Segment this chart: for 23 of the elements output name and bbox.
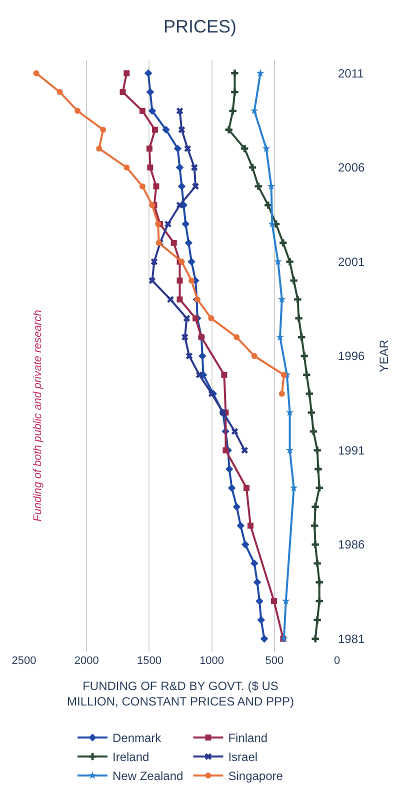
legend-label: Ireland: [112, 750, 150, 764]
x-tick-label: 1000: [200, 655, 224, 667]
annotation: Funding of both public and private research: [32, 310, 44, 522]
x-tick-label: 2000: [74, 655, 99, 667]
x-tick-label: 2500: [12, 655, 36, 667]
legend-label: Denmark: [112, 731, 162, 746]
y-axis-title: YEAR: [376, 339, 391, 372]
x-tick-label: 0: [334, 655, 340, 667]
y-tick-label: 2011: [338, 66, 364, 80]
legend-label: Israel: [228, 750, 258, 764]
x-tick-label: 1500: [136, 655, 162, 667]
legend-label: Finland: [228, 731, 268, 746]
x-axis-title: FUNDING OF R&D BY GOVT. ($ US MILLION, CONSTANT PRICES AND PPP): [67, 678, 294, 708]
y-tick-label: 1991: [338, 443, 366, 458]
y-tick-label: 2006: [338, 160, 366, 175]
y-tick-label: 1986: [338, 538, 366, 552]
y-tick-label: 2001: [338, 254, 366, 269]
chart-title: PRICES): [163, 16, 237, 37]
y-tick-label: 1981: [338, 632, 366, 646]
x-tick-label: 500: [265, 655, 284, 667]
legend-label: New Zealand: [112, 769, 184, 784]
legend-label: Singapore: [228, 769, 284, 784]
y-tick-label: 1996: [338, 349, 366, 364]
